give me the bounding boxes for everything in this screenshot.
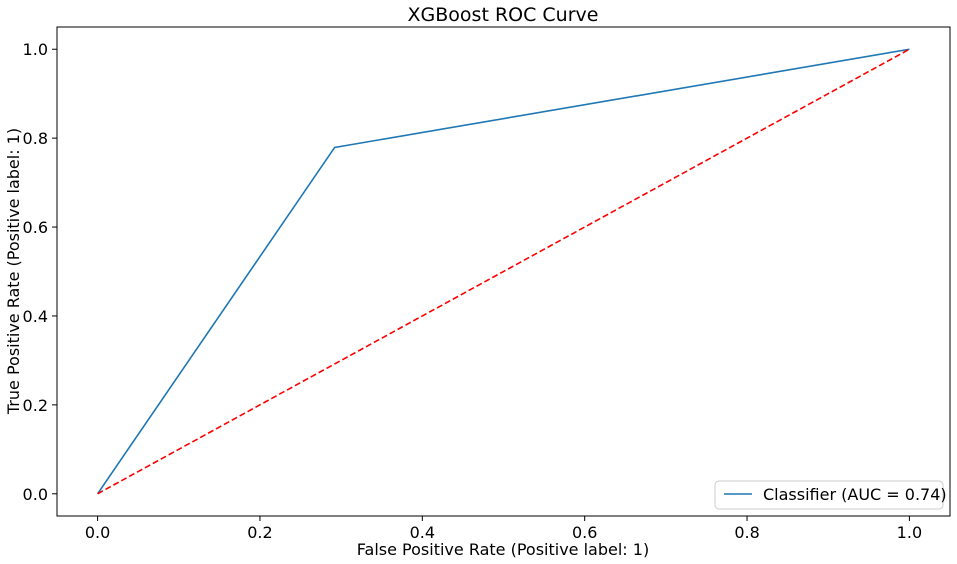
x-tick-label: 1.0 [897,523,922,542]
legend: Classifier (AUC = 0.74) [714,480,947,510]
y-tick-label: 0.2 [23,396,48,415]
series-layer [96,48,910,495]
y-axis-label: True Positive Rate (Positive label: 1) [4,128,23,415]
x-tick-label: 0.8 [734,523,759,542]
y-tick-label: 0.6 [23,218,48,237]
y-tick-label: 0.0 [23,485,48,504]
y-axis: 0.0 0.2 0.4 0.6 0.8 1.0 [23,40,57,504]
y-tick-label: 0.8 [23,129,48,148]
legend-label: Classifier (AUC = 0.74) [763,485,947,504]
x-tick-label: 0.0 [85,523,110,542]
y-tick-label: 1.0 [23,40,48,59]
chance-diagonal-line [97,48,910,495]
x-axis: 0.0 0.2 0.4 0.6 0.8 1.0 [85,516,922,542]
legend-box [714,480,944,510]
x-tick-label: 0.4 [410,523,435,542]
chart-title: XGBoost ROC Curve [408,4,599,26]
x-tick-label: 0.2 [247,523,272,542]
plot-frame [56,26,951,517]
y-tick-label: 0.4 [23,307,48,326]
x-tick-label: 0.6 [572,523,597,542]
roc-curve-line [96,48,910,495]
x-axis-label: False Positive Rate (Positive label: 1) [357,540,649,559]
